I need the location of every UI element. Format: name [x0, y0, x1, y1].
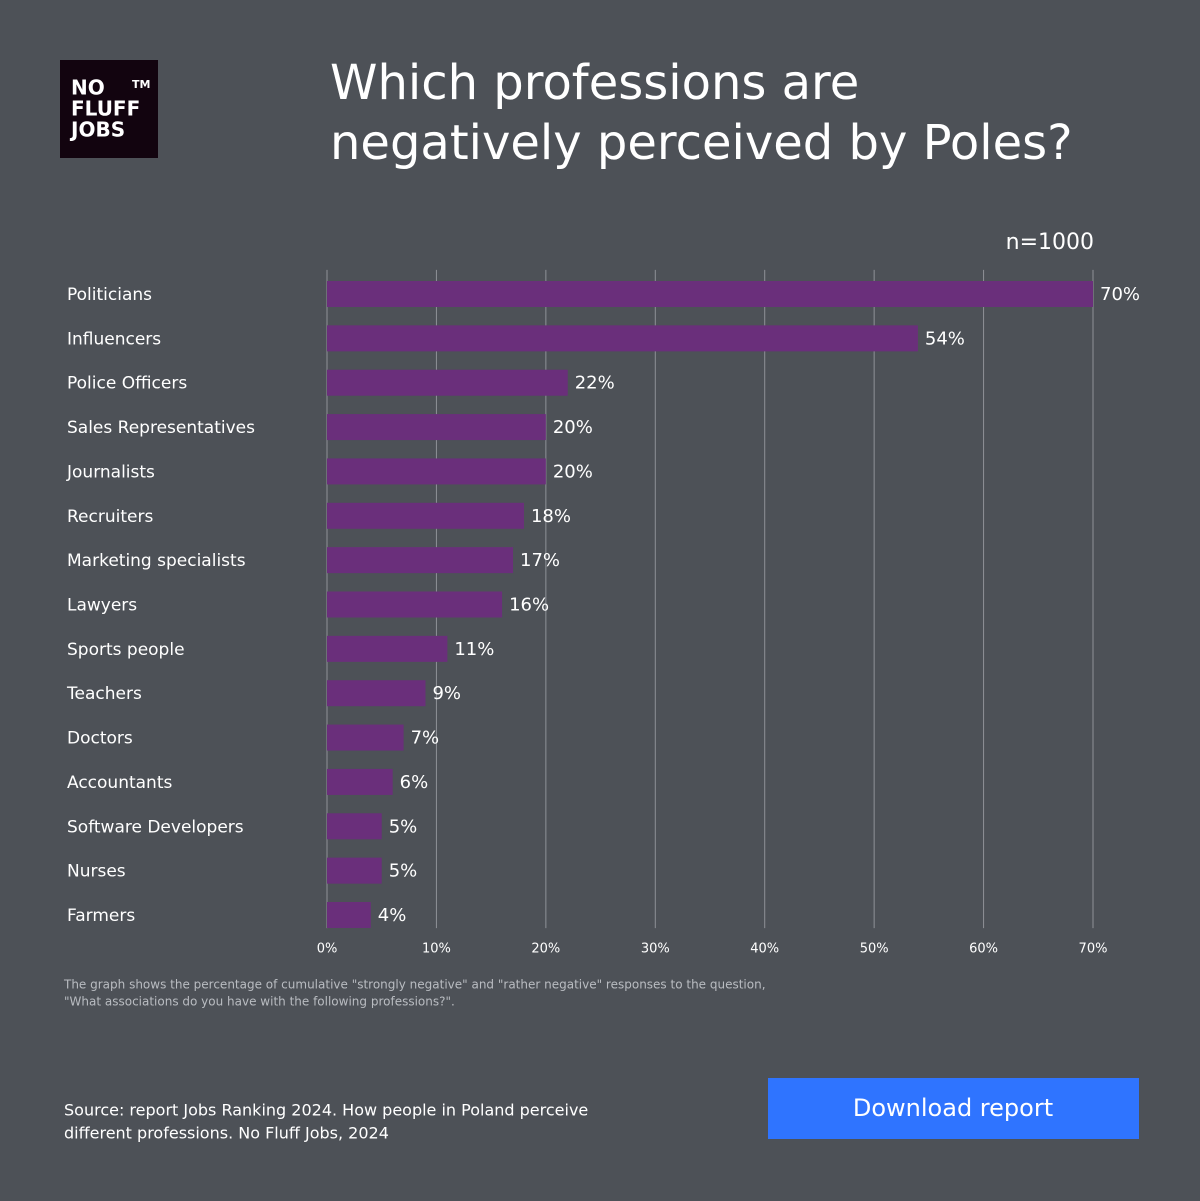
bar: [327, 591, 503, 618]
category-label: Politicians: [67, 285, 152, 305]
x-tick-label: 20%: [531, 942, 560, 957]
value-label: 4%: [378, 905, 407, 926]
button-label[interactable]: Download report: [853, 1094, 1053, 1122]
chart-title: Which professions are: [330, 55, 859, 111]
bar: [327, 768, 393, 795]
category-label: Software Developers: [67, 817, 244, 837]
bar: [327, 902, 371, 928]
category-label: Marketing specialists: [67, 551, 246, 571]
source: different professions. No Fluff Jobs, 20…: [64, 1124, 389, 1143]
button-bg[interactable]: [768, 1078, 1139, 1139]
bar: [327, 281, 1093, 307]
logo-mark: TM: [132, 78, 150, 91]
x-tick-label: 30%: [641, 942, 670, 957]
bar: [327, 635, 448, 662]
category-label: Police Officers: [67, 374, 187, 394]
x-tick-label: 60%: [969, 942, 998, 957]
x-tick-label: 0%: [317, 942, 338, 957]
value-label: 17%: [520, 550, 560, 571]
category-label: Lawyers: [67, 596, 137, 616]
category-label: Nurses: [67, 862, 126, 882]
category-label: Teachers: [66, 684, 142, 704]
download-button[interactable]: Download report: [768, 1078, 1139, 1139]
value-label: 5%: [389, 861, 418, 882]
bar: [327, 325, 918, 352]
category-label: Journalists: [66, 462, 155, 482]
bar: [327, 369, 568, 396]
value-label: 20%: [553, 417, 593, 438]
category-label: Doctors: [67, 729, 133, 749]
note: "What associations do you have with the …: [64, 995, 455, 1009]
note: The graph shows the percentage of cumula…: [63, 978, 766, 992]
x-tick-label: 40%: [750, 942, 779, 957]
value-label: 22%: [575, 373, 615, 394]
bar: [327, 414, 546, 441]
source: Source: report Jobs Ranking 2024. How pe…: [64, 1101, 588, 1120]
chart-title: negatively perceived by Poles?: [330, 115, 1073, 171]
subtitle: n=1000: [1006, 230, 1094, 255]
bar: [327, 458, 546, 485]
value-label: 6%: [400, 772, 429, 793]
category-label: Recruiters: [67, 507, 153, 527]
value-label: 11%: [454, 639, 494, 660]
logo-text: NO: [71, 76, 105, 100]
x-tick-label: 70%: [1079, 942, 1108, 957]
bar: [327, 502, 524, 529]
x-tick-label: 50%: [860, 942, 889, 957]
value-label: 5%: [389, 816, 418, 837]
category-label: Influencers: [67, 329, 161, 349]
category-label: Sales Representatives: [67, 418, 255, 438]
bar: [327, 547, 514, 574]
x-tick-label: 10%: [422, 942, 451, 957]
logo-text: JOBS: [69, 118, 125, 142]
value-label: 9%: [432, 683, 461, 704]
category-label: Farmers: [67, 906, 135, 926]
bar: [327, 813, 382, 840]
value-label: 54%: [925, 328, 965, 349]
value-label: 18%: [531, 506, 571, 527]
bar: [327, 724, 404, 751]
logo-text: FLUFF: [71, 97, 140, 121]
bar: [327, 680, 426, 707]
bar: [327, 857, 382, 884]
category-label: Sports people: [67, 640, 185, 660]
value-label: 7%: [411, 728, 440, 749]
logo-box: [60, 60, 158, 158]
value-label: 20%: [553, 461, 593, 482]
category-label: Accountants: [67, 773, 172, 793]
value-label: 70%: [1100, 284, 1140, 305]
value-label: 16%: [509, 595, 549, 616]
